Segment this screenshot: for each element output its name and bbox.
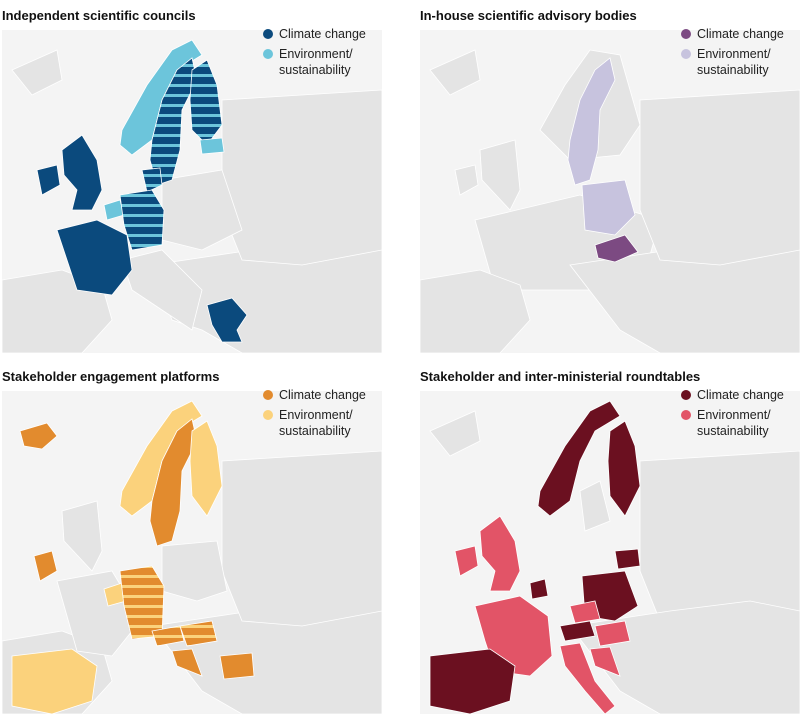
legend-label: Climate change — [279, 388, 366, 402]
country-austria — [151, 625, 185, 647]
legend-label: Climate change — [697, 388, 784, 402]
europe-map — [420, 30, 800, 353]
country-hungary — [594, 620, 631, 647]
legend-dot — [681, 390, 691, 400]
panel-title: Stakeholder and inter-ministerial roundt… — [420, 369, 701, 384]
country-estonia — [199, 137, 225, 155]
country-austria — [559, 620, 596, 642]
country-czechia — [569, 600, 601, 624]
panel-title: Stakeholder engagement platforms — [2, 369, 220, 384]
panel-independent-scientific-councils: Independent scientific councils — [0, 0, 384, 356]
country-iceland — [19, 422, 58, 450]
base-land — [420, 49, 800, 353]
country-finland — [607, 420, 641, 517]
legend-label: Environment/ sustainability — [697, 47, 771, 77]
country-sweden — [149, 418, 198, 547]
country-hungary — [179, 620, 218, 647]
legend-dot — [263, 410, 273, 420]
legend-label: Environment/ sustainability — [279, 47, 353, 77]
legend-item-environment: Environment/ sustainability — [681, 46, 784, 78]
legend-dot — [263, 49, 273, 59]
panel-title: In-house scientific advisory bodies — [420, 8, 637, 23]
legend-item-climate-change: Climate change — [681, 26, 784, 42]
legend-item-climate-change: Climate change — [263, 387, 366, 403]
coloured-countries — [11, 400, 255, 714]
country-norway — [537, 400, 621, 517]
country-finland — [189, 59, 223, 146]
country-poland — [581, 179, 636, 236]
legend: Climate change Environment/ sustainabili… — [681, 26, 784, 82]
country-italy — [559, 642, 616, 714]
legend-item-climate-change: Climate change — [681, 387, 784, 403]
coloured-countries — [567, 57, 639, 263]
legend-item-environment: Environment/ sustainability — [681, 407, 784, 439]
base-land — [429, 410, 800, 714]
legend-dot — [681, 410, 691, 420]
legend-label: Climate change — [279, 27, 366, 41]
country-croatia — [171, 648, 203, 677]
panel-stakeholder-engagement-platforms: Stakeholder engagement platforms — [0, 361, 384, 717]
country-uk — [479, 515, 521, 592]
country-bulgaria — [219, 652, 255, 680]
europe-map — [2, 391, 382, 714]
country-ireland — [454, 545, 479, 577]
country-lithuania — [614, 548, 641, 570]
legend: Climate change Environment/ sustainabili… — [263, 26, 366, 82]
legend-label: Environment/ sustainability — [697, 408, 771, 438]
legend-dot — [681, 49, 691, 59]
legend-label: Climate change — [697, 27, 784, 41]
europe-map — [420, 391, 800, 714]
legend-item-environment: Environment/ sustainability — [263, 46, 366, 78]
country-netherlands — [529, 578, 549, 600]
country-croatia — [589, 646, 621, 677]
legend-dot — [263, 390, 273, 400]
legend-dot — [263, 29, 273, 39]
country-ireland — [36, 164, 61, 196]
legend-item-climate-change: Climate change — [263, 26, 366, 42]
country-hungary — [594, 234, 639, 263]
country-sweden — [567, 57, 616, 186]
country-germany — [119, 189, 165, 251]
country-spain — [11, 648, 98, 714]
country-denmark — [141, 167, 163, 193]
country-greece — [206, 297, 248, 343]
legend-label: Environment/ sustainability — [279, 408, 353, 438]
coloured-countries — [429, 400, 641, 714]
legend-dot — [681, 29, 691, 39]
coloured-countries — [36, 39, 248, 343]
panel-stakeholder-and-inter-ministerial-roundtables: Stakeholder and inter-ministerial roundt… — [418, 361, 801, 717]
base-land — [2, 49, 382, 353]
country-france — [56, 219, 133, 296]
legend: Climate change Environment/ sustainabili… — [263, 387, 366, 443]
legend: Climate change Environment/ sustainabili… — [681, 387, 784, 443]
country-ireland — [33, 550, 58, 582]
country-finland — [189, 420, 223, 517]
panel-in-house-scientific-advisory-bodies: In-house scientific advisory bodies Clim… — [418, 0, 801, 356]
country-spain — [429, 648, 516, 714]
country-uk — [61, 134, 103, 211]
legend-item-environment: Environment/ sustainability — [263, 407, 366, 439]
europe-map — [2, 30, 382, 353]
panel-title: Independent scientific councils — [2, 8, 196, 23]
